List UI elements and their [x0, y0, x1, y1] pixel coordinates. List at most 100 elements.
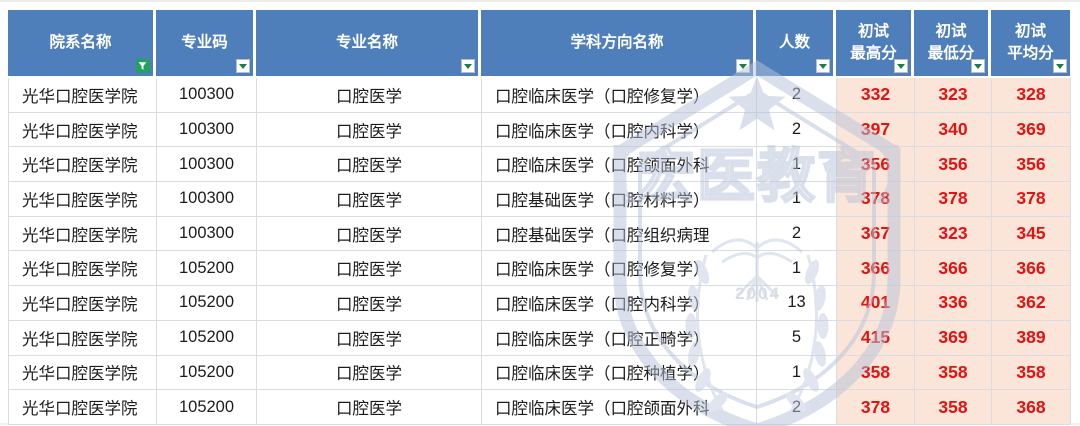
- cell-r1-c2[interactable]: 口腔医学: [257, 112, 482, 148]
- cell-r7-c1[interactable]: 105200: [157, 320, 257, 356]
- column-header-label: 专业码: [181, 34, 228, 51]
- cell-r7-c2[interactable]: 口腔医学: [257, 320, 482, 356]
- cell-r4-c5[interactable]: 367: [837, 216, 915, 252]
- cell-r8-c4[interactable]: 1: [757, 355, 837, 391]
- cell-r3-c3[interactable]: 口腔基础医学（口腔材料学）: [482, 182, 757, 217]
- cell-r5-c7[interactable]: 366: [992, 251, 1071, 287]
- cell-r6-c6[interactable]: 336: [915, 286, 992, 321]
- cell-r1-c1[interactable]: 100300: [157, 112, 257, 148]
- cell-r9-c0[interactable]: 光华口腔医学院: [9, 390, 157, 425]
- cell-r0-c3[interactable]: 口腔临床医学（口腔修复学）: [482, 78, 757, 113]
- column-header-label: 专业名称: [335, 34, 398, 51]
- cell-r6-c7[interactable]: 362: [992, 286, 1071, 321]
- cell-r2-c4[interactable]: 1: [757, 147, 837, 183]
- cell-r9-c2[interactable]: 口腔医学: [257, 390, 482, 425]
- cell-r8-c3[interactable]: 口腔临床医学（口腔种植学）: [482, 355, 757, 391]
- column-header-label-line2: 最低分: [927, 45, 975, 62]
- cell-r9-c6[interactable]: 358: [915, 390, 992, 425]
- filter-dropdown-icon[interactable]: [736, 59, 750, 73]
- cell-r8-c5[interactable]: 358: [837, 355, 915, 391]
- cell-r1-c7[interactable]: 369: [992, 112, 1071, 148]
- cell-r0-c2[interactable]: 口腔医学: [257, 78, 482, 113]
- filter-dropdown-icon[interactable]: [1053, 59, 1067, 73]
- cell-r4-c6[interactable]: 323: [915, 216, 992, 252]
- cell-r3-c2[interactable]: 口腔医学: [257, 182, 482, 217]
- filter-dropdown-icon[interactable]: [971, 59, 985, 73]
- cell-r3-c5[interactable]: 378: [837, 182, 915, 217]
- cell-r1-c0[interactable]: 光华口腔医学院: [9, 112, 157, 148]
- cell-r9-c5[interactable]: 378: [837, 390, 915, 425]
- cell-r4-c0[interactable]: 光华口腔医学院: [9, 216, 157, 252]
- filter-dropdown-icon[interactable]: [461, 59, 475, 73]
- table-body: 光华口腔医学院 100300 口腔医学 口腔临床医学（口腔修复学） 2 332 323 328…: [8, 78, 1071, 425]
- cell-r3-c0[interactable]: 光华口腔医学院: [9, 182, 157, 217]
- cell-r6-c3[interactable]: 口腔临床医学（口腔内科学）: [482, 286, 757, 321]
- cell-r7-c0[interactable]: 光华口腔医学院: [9, 320, 157, 356]
- cell-r2-c7[interactable]: 356: [992, 147, 1071, 183]
- cell-r0-c4[interactable]: 2: [757, 78, 837, 113]
- cell-r3-c7[interactable]: 378: [992, 182, 1071, 217]
- cell-r5-c5[interactable]: 366: [837, 251, 915, 287]
- cell-r0-c1[interactable]: 100300: [157, 78, 257, 113]
- cell-r4-c3[interactable]: 口腔基础医学（口腔组织病理: [482, 216, 757, 252]
- cell-r0-c7[interactable]: 328: [992, 78, 1071, 113]
- filter-dropdown-icon[interactable]: [816, 59, 830, 73]
- cell-r7-c7[interactable]: 389: [992, 320, 1071, 356]
- cell-r8-c2[interactable]: 口腔医学: [257, 355, 482, 391]
- cell-r0-c5[interactable]: 332: [837, 78, 915, 113]
- cell-r5-c4[interactable]: 1: [757, 251, 837, 287]
- cell-r4-c1[interactable]: 100300: [157, 216, 257, 252]
- cell-r9-c1[interactable]: 105200: [157, 390, 257, 425]
- cell-r4-c2[interactable]: 口腔医学: [257, 216, 482, 252]
- cell-r2-c3[interactable]: 口腔临床医学（口腔颌面外科: [482, 147, 757, 183]
- cell-r7-c6[interactable]: 369: [915, 320, 992, 356]
- cell-r5-c2[interactable]: 口腔医学: [257, 251, 482, 287]
- cell-r7-c4[interactable]: 5: [757, 320, 837, 356]
- cell-r9-c7[interactable]: 368: [992, 390, 1071, 425]
- cell-r5-c3[interactable]: 口腔临床医学（口腔修复学）: [482, 251, 757, 287]
- cell-r3-c4[interactable]: 1: [757, 182, 837, 217]
- cell-r2-c2[interactable]: 口腔医学: [257, 147, 482, 183]
- column-header-7: 初试 平均分: [991, 10, 1070, 78]
- cell-r6-c2[interactable]: 口腔医学: [257, 286, 482, 321]
- cell-r1-c4[interactable]: 2: [757, 112, 837, 148]
- cell-r5-c0[interactable]: 光华口腔医学院: [9, 251, 157, 287]
- filter-dropdown-icon[interactable]: [236, 59, 250, 73]
- cell-r4-c4[interactable]: 2: [757, 216, 837, 252]
- filter-active-icon[interactable]: [136, 59, 150, 73]
- cell-r8-c1[interactable]: 105200: [157, 355, 257, 391]
- cell-r6-c0[interactable]: 光华口腔医学院: [9, 286, 157, 321]
- column-header-label: 初试: [1014, 23, 1046, 40]
- cell-r3-c6[interactable]: 378: [915, 182, 992, 217]
- column-header-label: 院系名称: [49, 34, 112, 51]
- cell-r2-c5[interactable]: 356: [837, 147, 915, 183]
- cell-r3-c1[interactable]: 100300: [157, 182, 257, 217]
- cell-r4-c7[interactable]: 345: [992, 216, 1071, 252]
- column-header-5: 初试 最高分: [836, 10, 914, 78]
- cell-r6-c1[interactable]: 105200: [157, 286, 257, 321]
- cell-r5-c1[interactable]: 105200: [157, 251, 257, 287]
- cell-r6-c5[interactable]: 401: [837, 286, 915, 321]
- cell-r1-c6[interactable]: 340: [915, 112, 992, 148]
- cell-r8-c0[interactable]: 光华口腔医学院: [9, 355, 157, 391]
- cell-r9-c3[interactable]: 口腔临床医学（口腔颌面外科: [482, 390, 757, 425]
- cell-r1-c5[interactable]: 397: [837, 112, 915, 148]
- column-header-label: 初试: [935, 23, 967, 40]
- cell-r0-c0[interactable]: 光华口腔医学院: [9, 78, 157, 113]
- filter-dropdown-icon[interactable]: [894, 59, 908, 73]
- cell-r7-c5[interactable]: 415: [837, 320, 915, 356]
- cell-r8-c6[interactable]: 358: [915, 355, 992, 391]
- cell-r5-c6[interactable]: 366: [915, 251, 992, 287]
- cell-r7-c3[interactable]: 口腔临床医学（口腔正畸学）: [482, 320, 757, 356]
- cell-r9-c4[interactable]: 2: [757, 390, 837, 425]
- cell-r2-c0[interactable]: 光华口腔医学院: [9, 147, 157, 183]
- column-header-label: 学科方向名称: [570, 34, 664, 51]
- cell-r8-c7[interactable]: 358: [992, 355, 1071, 391]
- cell-r2-c1[interactable]: 100300: [157, 147, 257, 183]
- cell-r6-c4[interactable]: 13: [757, 286, 837, 321]
- admissions-table: 院系名称 专业码 专业名称 学科方向名称 人数 初试 最高分 初试 最低分 初试 平均分 光华口腔医…: [8, 10, 1071, 425]
- cell-r1-c3[interactable]: 口腔临床医学（口腔内科学）: [482, 112, 757, 148]
- cell-r2-c6[interactable]: 356: [915, 147, 992, 183]
- cell-r0-c6[interactable]: 323: [915, 78, 992, 113]
